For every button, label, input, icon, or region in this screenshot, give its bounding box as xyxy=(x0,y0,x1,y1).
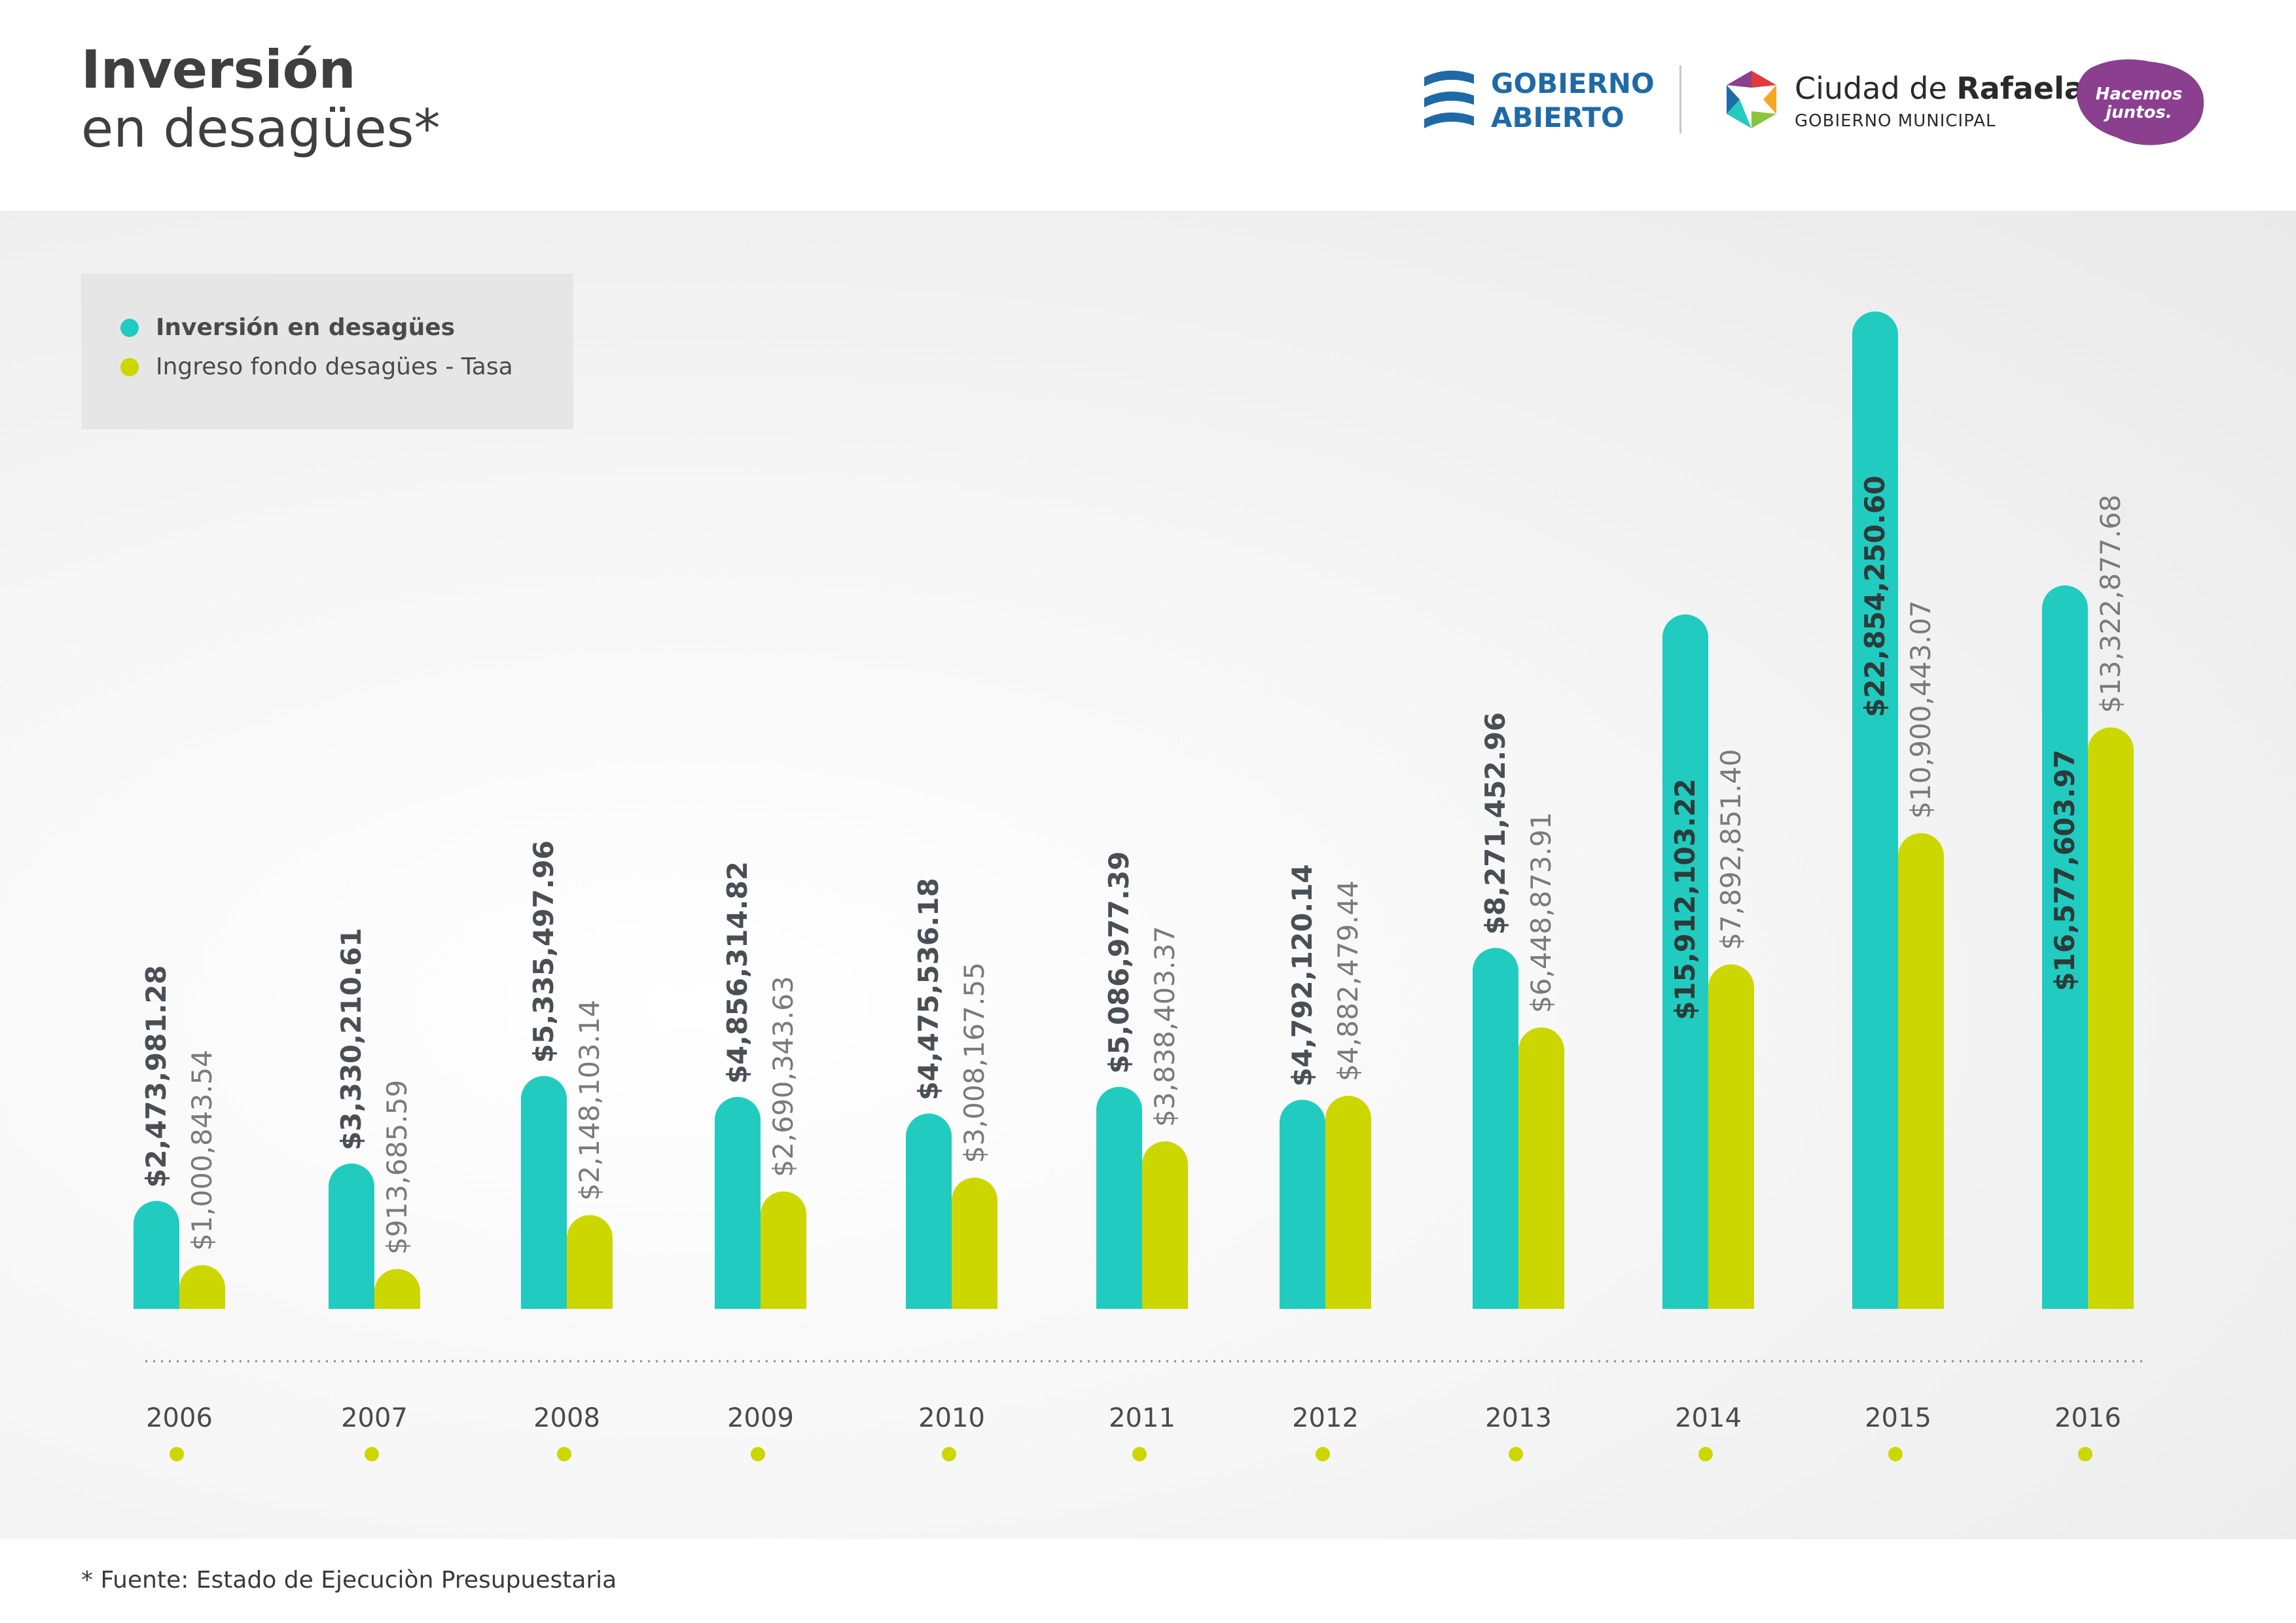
header: Inversión en desagües* GOBIERNO ABIERTO … xyxy=(0,0,2296,211)
data-label-inversion-2009: $4,856,314.82 xyxy=(721,861,753,1084)
data-label-inversion-2010: $4,475,536.18 xyxy=(912,878,944,1100)
tick-label-2008: 2008 xyxy=(533,1403,600,1433)
logo-separator xyxy=(1679,65,1681,134)
legend-dot-ingreso xyxy=(120,357,139,376)
data-label-ingreso-2007: $913,685.59 xyxy=(381,1080,413,1255)
tick-dot-2007 xyxy=(365,1447,379,1461)
data-label-ingreso-2009: $2,690,343.63 xyxy=(767,976,799,1177)
bar-inversion-2015 xyxy=(1852,312,1898,1309)
page-title: Inversión en desagües* xyxy=(81,41,440,158)
gobierno-abierto-logo-text: GOBIERNO ABIERTO xyxy=(1491,67,1655,135)
gobierno-abierto-line1: GOBIERNO xyxy=(1491,67,1655,99)
bar-inversion-2010 xyxy=(906,1113,952,1309)
ciudad-name-bold: Rafaela xyxy=(1956,71,2085,106)
tick-label-2011: 2011 xyxy=(1109,1403,1175,1433)
data-label-inversion-2012: $4,792,120.14 xyxy=(1286,864,1318,1086)
legend-dot-inversion xyxy=(120,318,139,337)
bar-inversion-2016 xyxy=(2042,585,2088,1310)
data-label-ingreso-2016: $13,322,877.68 xyxy=(2094,495,2126,713)
bar-ingreso-2007 xyxy=(374,1269,420,1309)
tick-dot-2012 xyxy=(1316,1447,1330,1461)
ciudad-rafaela-logo-icon xyxy=(1727,71,1776,128)
legend-label-ingreso: Ingreso fondo desagües - Tasa xyxy=(156,353,513,380)
data-label-ingreso-2013: $6,448,873.91 xyxy=(1525,812,1557,1013)
legend-item-inversion: Inversión en desagües xyxy=(120,314,455,341)
data-label-inversion-2006: $2,473,981.28 xyxy=(140,965,172,1188)
bar-ingreso-2009 xyxy=(761,1191,806,1309)
tick-dot-2009 xyxy=(751,1447,765,1461)
data-label-ingreso-2011: $3,838,403.37 xyxy=(1149,926,1181,1127)
tick-label-2007: 2007 xyxy=(341,1403,408,1433)
data-label-inversion-2015: $22,854,250.60 xyxy=(1859,476,1891,717)
data-label-inversion-2007: $3,330,210.61 xyxy=(335,928,367,1150)
tick-label-2014: 2014 xyxy=(1675,1403,1742,1433)
chart-legend: Inversión en desagües Ingreso fondo desa… xyxy=(81,274,573,429)
bar-ingreso-2013 xyxy=(1518,1027,1564,1309)
tick-dot-2014 xyxy=(1698,1447,1713,1461)
bar-inversion-2013 xyxy=(1473,948,1518,1309)
bar-ingreso-2008 xyxy=(567,1215,613,1309)
data-label-inversion-2008: $5,335,497.96 xyxy=(528,840,560,1063)
bar-inversion-2007 xyxy=(329,1163,374,1309)
gobierno-abierto-logo-icon xyxy=(1424,70,1474,128)
tick-dot-2006 xyxy=(170,1447,184,1461)
bar-ingreso-2015 xyxy=(1898,833,1944,1309)
bar-ingreso-2016 xyxy=(2088,727,2134,1309)
title-line-2: en desagües* xyxy=(81,98,440,159)
gobierno-abierto-line2: ABIERTO xyxy=(1491,101,1624,134)
bar-ingreso-2012 xyxy=(1325,1096,1371,1309)
hacemos-line1: Hacemos xyxy=(2096,84,2183,104)
data-label-ingreso-2010: $3,008,167.55 xyxy=(958,962,990,1163)
ciudad-rafaela-name: Ciudad de Rafaela xyxy=(1795,71,2085,106)
bar-inversion-2009 xyxy=(715,1097,761,1309)
footnote: * Fuente: Estado de Ejecuciòn Presupuest… xyxy=(81,1567,617,1594)
tick-dot-2013 xyxy=(1509,1447,1523,1461)
bar-inversion-2012 xyxy=(1280,1099,1325,1309)
title-line-1: Inversión xyxy=(81,39,356,100)
tick-dot-2008 xyxy=(557,1447,571,1461)
legend-item-ingreso: Ingreso fondo desagües - Tasa xyxy=(120,353,513,380)
data-label-inversion-2011: $5,086,977.39 xyxy=(1103,851,1135,1074)
tick-label-2013: 2013 xyxy=(1485,1403,1552,1433)
data-label-ingreso-2008: $2,148,103.14 xyxy=(573,999,605,1200)
hacemos-juntos-logo: Hacemos juntos. xyxy=(2077,59,2204,145)
bar-inversion-2011 xyxy=(1096,1086,1142,1309)
hacemos-line2: juntos. xyxy=(2103,103,2172,122)
data-label-ingreso-2015: $10,900,443.07 xyxy=(1905,600,1937,819)
tick-dot-2016 xyxy=(2078,1447,2092,1461)
bar-inversion-2008 xyxy=(521,1076,567,1309)
data-label-inversion-2014: $15,912,103.22 xyxy=(1669,779,1701,1020)
ciudad-prefix: Ciudad de xyxy=(1795,71,1957,106)
tick-label-2015: 2015 xyxy=(1865,1403,1931,1433)
tick-label-2016: 2016 xyxy=(2054,1403,2121,1433)
tick-dot-2011 xyxy=(1132,1447,1147,1461)
data-label-ingreso-2014: $7,892,851.40 xyxy=(1715,749,1747,950)
bar-ingreso-2014 xyxy=(1708,964,1754,1309)
data-label-ingreso-2012: $4,882,479.44 xyxy=(1332,880,1364,1081)
tick-label-2012: 2012 xyxy=(1292,1403,1359,1433)
ciudad-rafaela-subtitle: GOBIERNO MUNICIPAL xyxy=(1795,111,1996,131)
bar-inversion-2006 xyxy=(134,1201,179,1309)
legend-label-inversion: Inversión en desagües xyxy=(156,314,456,341)
tick-label-2010: 2010 xyxy=(918,1403,985,1433)
data-label-ingreso-2006: $1,000,843.54 xyxy=(186,1050,218,1251)
bar-ingreso-2011 xyxy=(1142,1141,1188,1309)
bar-ingreso-2010 xyxy=(952,1177,997,1309)
bar-ingreso-2006 xyxy=(179,1265,225,1309)
tick-dot-2010 xyxy=(942,1447,956,1461)
data-label-inversion-2016: $16,577,603.97 xyxy=(2049,749,2081,991)
tick-dot-2015 xyxy=(1888,1447,1903,1461)
tick-label-2009: 2009 xyxy=(727,1403,794,1433)
data-label-inversion-2013: $8,271,452.96 xyxy=(1479,712,1511,935)
tick-label-2006: 2006 xyxy=(146,1403,213,1433)
bar-inversion-2014 xyxy=(1662,614,1708,1309)
